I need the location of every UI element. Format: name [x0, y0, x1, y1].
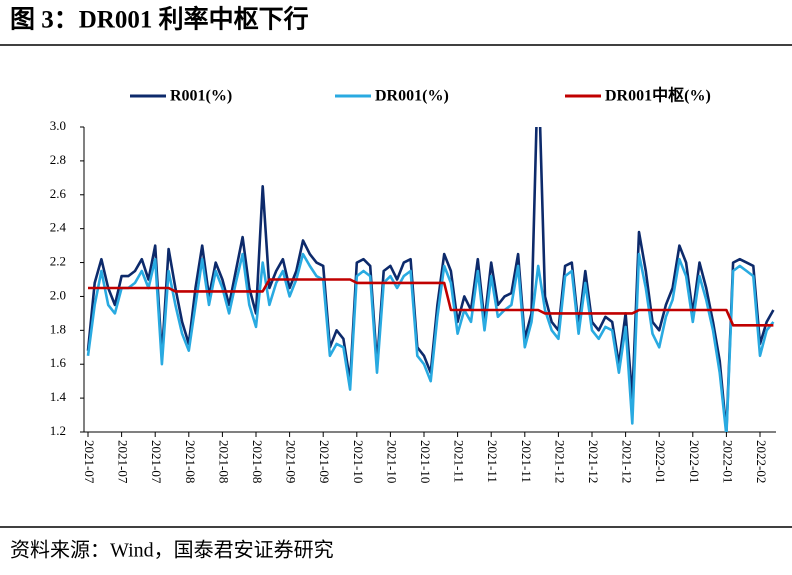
- y-tick-label: 1.2: [50, 423, 66, 438]
- x-tick-label: 2021-09: [317, 440, 332, 483]
- legend-label: DR001中枢(%): [605, 86, 711, 105]
- y-tick-label: 3.0: [50, 118, 66, 133]
- y-tick-label: 2.8: [50, 152, 66, 167]
- x-tick-label: 2022-01: [687, 440, 702, 483]
- legend-label: R001(%): [170, 88, 232, 105]
- x-tick-label: 2021-10: [351, 440, 366, 483]
- x-tick-label: 2021-12: [586, 440, 601, 483]
- x-tick-label: 2021-07: [116, 440, 131, 484]
- y-tick-label: 1.8: [50, 321, 66, 336]
- x-tick-label: 2021-11: [485, 440, 500, 483]
- x-tick-label: 2021-11: [452, 440, 467, 483]
- x-tick-label: 2021-08: [216, 440, 231, 483]
- x-tick-label: 2021-10: [418, 440, 433, 483]
- legend-label: DR001(%): [375, 88, 449, 105]
- y-tick-label: 2.4: [50, 220, 67, 235]
- x-tick-label: 2021-12: [552, 440, 567, 483]
- x-tick-label: 2021-11: [519, 440, 534, 483]
- x-tick-label: 2021-12: [620, 440, 635, 483]
- series-line: [88, 278, 774, 327]
- x-tick-label: 2021-09: [284, 440, 299, 483]
- x-tick-label: 2022-02: [754, 440, 769, 483]
- x-tick-label: 2021-07: [82, 440, 97, 484]
- x-tick-label: 2022-01: [653, 440, 668, 483]
- y-tick-label: 1.6: [50, 355, 67, 370]
- series-line: [86, 252, 775, 432]
- y-tick-label: 2.6: [50, 186, 67, 201]
- chart-title: 图 3：DR001 利率中枢下行: [10, 5, 309, 34]
- y-tick-label: 1.4: [50, 389, 67, 404]
- x-tick-label: 2022-01: [720, 440, 735, 483]
- x-tick-label: 2021-10: [384, 440, 399, 483]
- x-tick-label: 2021-08: [250, 440, 265, 483]
- source: 资料来源：Wind，国泰君安证券研究: [10, 539, 334, 562]
- y-tick-label: 2.0: [50, 287, 66, 302]
- y-tick-label: 2.2: [50, 254, 66, 269]
- x-tick-label: 2021-07: [149, 440, 164, 484]
- x-tick-label: 2021-08: [183, 440, 198, 483]
- plot-area: [86, 127, 775, 432]
